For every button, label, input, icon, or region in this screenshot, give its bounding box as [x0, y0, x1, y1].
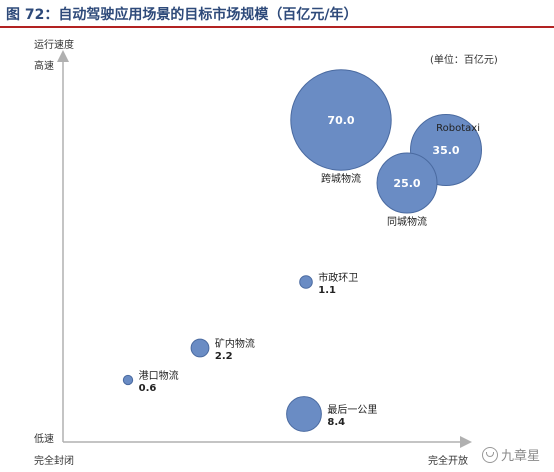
- bubble: [299, 275, 313, 289]
- bubble: [286, 396, 322, 432]
- x-tick-left: 完全封闭: [34, 454, 74, 467]
- watermark-text: 九章星: [500, 449, 540, 464]
- figure-title: 图 72：自动驾驶应用场景的目标市场规模（百亿元/年）: [6, 7, 358, 23]
- bubble-value-label: 35.0: [432, 144, 459, 157]
- bubble: [290, 69, 392, 171]
- bubble-value-label: 25.0: [393, 177, 420, 190]
- bubble-name-label: 跨城物流: [321, 172, 361, 185]
- bubble-value-label: 0.6: [139, 383, 157, 394]
- bubble-name-label: 矿内物流: [215, 337, 255, 350]
- bubble-value-label: 2.2: [215, 351, 233, 362]
- bubble-name-label: 港口物流: [139, 369, 179, 382]
- bubble-value-label: 70.0: [327, 114, 354, 127]
- bubble-value-label: 8.4: [327, 417, 345, 428]
- y-tick-high: 高速: [34, 59, 54, 72]
- watermark: 九章星: [481, 445, 540, 464]
- title-rule: [0, 26, 554, 28]
- unit-label: (单位：百亿元): [430, 53, 498, 66]
- bubble-name-label: 最后一公里: [327, 404, 377, 416]
- bubble-name-label: 市政环卫: [318, 271, 358, 284]
- bubble-name-label: 同城物流: [387, 215, 427, 228]
- bubble: [376, 152, 438, 214]
- bubble: [190, 338, 210, 358]
- x-tick-right: 完全开放: [428, 454, 468, 467]
- bubble-value-label: 1.1: [318, 285, 336, 296]
- bubble-name-label: Robotaxi: [436, 123, 480, 134]
- bubble: [122, 374, 134, 386]
- y-axis-label: 运行速度: [34, 38, 74, 51]
- y-tick-low: 低速: [34, 432, 54, 445]
- wechat-icon: [481, 447, 498, 463]
